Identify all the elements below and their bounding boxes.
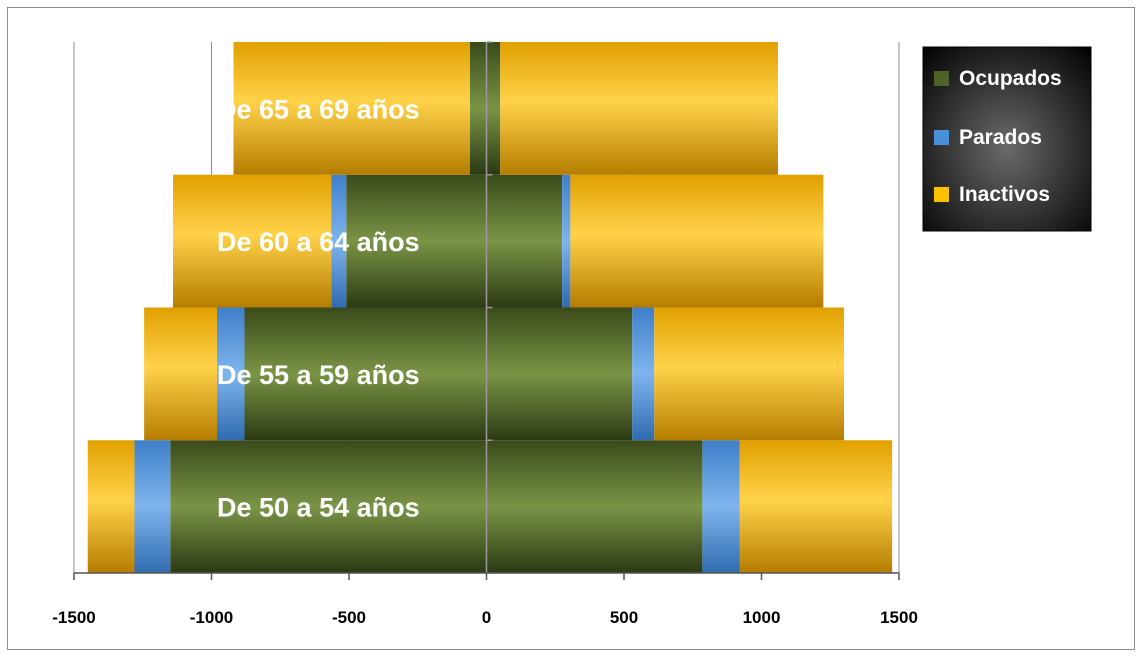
bar-ocupados-right xyxy=(486,174,563,308)
legend-swatch-ocupados xyxy=(934,71,949,86)
bar-parados-left xyxy=(134,440,171,573)
bar-inactivos-right xyxy=(500,42,778,175)
bar-inactivos-left xyxy=(144,307,217,441)
category-labels: De 50 a 54 años De 55 a 59 años De 60 a 64… xyxy=(217,94,420,522)
category-label: De 55 a 59 años xyxy=(217,360,420,390)
legend-label-ocupados: Ocupados xyxy=(959,67,1062,90)
legend: Ocupados Parados Inactivos xyxy=(922,46,1092,232)
bars xyxy=(87,42,893,573)
legend-swatch-inactivos xyxy=(934,187,949,202)
legend-label-inactivos: Inactivos xyxy=(959,183,1050,206)
legend-box xyxy=(922,46,1092,232)
bar-inactivos-left xyxy=(233,42,470,175)
bar-inactivos-left xyxy=(173,174,332,308)
x-tick-label: -1500 xyxy=(52,608,95,627)
bar-parados-right xyxy=(702,440,740,573)
bar-inactivos-right xyxy=(570,174,824,308)
bar-inactivos-right xyxy=(654,307,844,441)
x-tick-label: -500 xyxy=(332,608,366,627)
x-tick-label: 500 xyxy=(610,608,638,627)
x-tick-label: 0 xyxy=(482,608,491,627)
legend-swatch-parados xyxy=(934,130,949,145)
bar-ocupados-left xyxy=(170,440,487,573)
bar-ocupados-right xyxy=(486,42,501,175)
bar-parados-right xyxy=(562,174,571,308)
x-tick-label: 1000 xyxy=(743,608,781,627)
tick-labels: -1500 -1000 -500 0 500 1000 1500 xyxy=(52,608,918,627)
category-label: De 65 a 69 años xyxy=(217,94,420,124)
x-tick-label: 1500 xyxy=(880,608,918,627)
x-tick-label: -1000 xyxy=(190,608,233,627)
bar-ocupados-left xyxy=(244,307,487,441)
bar-parados-right xyxy=(632,307,655,441)
bar-parados-left xyxy=(217,307,245,441)
bar-ocupados-right xyxy=(486,307,633,441)
axes xyxy=(73,41,900,580)
legend-label-parados: Parados xyxy=(959,126,1042,149)
bar-ocupados-right xyxy=(486,440,703,573)
bar-inactivos-left xyxy=(87,440,135,573)
category-label: De 60 a 64 años xyxy=(217,227,420,257)
bar-inactivos-right xyxy=(739,440,893,573)
bar-parados-left xyxy=(331,174,347,308)
category-label: De 50 a 54 años xyxy=(217,493,420,523)
bar-ocupados-left xyxy=(346,174,487,308)
bar-ocupados-left xyxy=(470,42,487,175)
